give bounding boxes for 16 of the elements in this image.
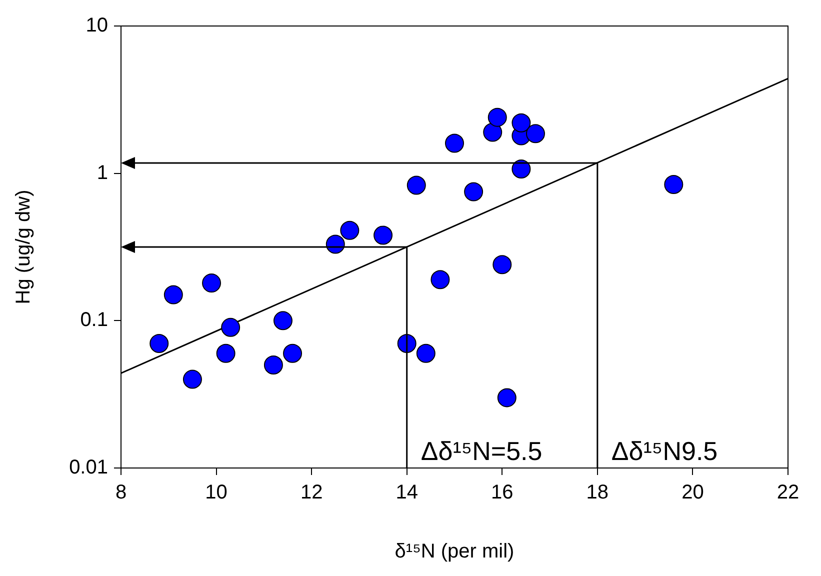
x-tick-label: 8 xyxy=(115,482,127,504)
x-tick-label: 18 xyxy=(586,482,609,504)
x-tick-label: 16 xyxy=(491,482,514,504)
annotation: Δδ¹⁵N=5.5 xyxy=(420,436,542,466)
y-tick-label: 0.1 xyxy=(80,309,108,332)
x-tick-label: 12 xyxy=(300,482,323,504)
y-tick-label: 1 xyxy=(96,162,108,184)
y-tick-label: 0.01 xyxy=(69,456,108,479)
y-tick-label: 10 xyxy=(86,14,108,37)
y-axis-title: Hg (ug/g dw) xyxy=(12,190,35,304)
x-tick-label: 14 xyxy=(396,482,418,504)
x-tick-label: 20 xyxy=(682,482,704,504)
annotation: Δδ¹⁵N9.5 xyxy=(611,436,718,466)
x-tick-label: 22 xyxy=(776,482,800,504)
x-axis-title: δ¹⁵N (per mil) xyxy=(394,540,514,563)
x-tick-label: 10 xyxy=(205,482,228,504)
